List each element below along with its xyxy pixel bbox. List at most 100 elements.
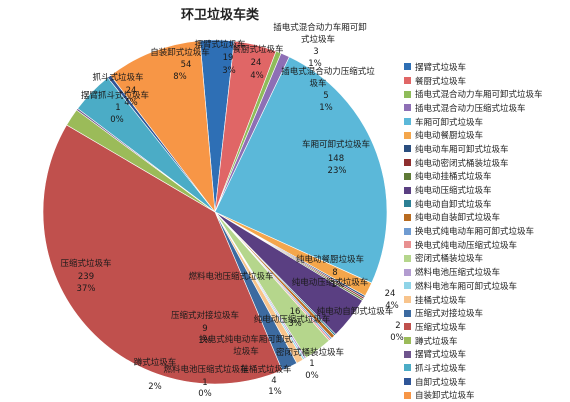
data-label-52: 1 <box>202 378 207 388</box>
legend-swatch <box>404 255 411 262</box>
data-label-37: 37% <box>77 284 96 294</box>
legend-label: 压缩式垃圾车 <box>415 321 466 333</box>
legend-label: 纯电动压缩式垃圾车 <box>415 184 492 196</box>
legend-label: 餐厨式垃圾车 <box>415 75 466 87</box>
legend-label: 插电式混合动力车厢可卸式垃圾车 <box>415 88 543 100</box>
data-label-17: 纯电动餐厨垃圾车 <box>296 254 364 265</box>
data-label-4: 24 <box>251 58 262 68</box>
legend-item-23: 自卸式垃圾车 <box>404 375 566 389</box>
legend-swatch <box>404 132 411 139</box>
legend-swatch <box>404 269 411 276</box>
data-label-14: 车厢可卸式垃圾车 <box>302 139 370 150</box>
data-label-21: 24 <box>385 289 396 299</box>
legend-swatch <box>404 351 411 358</box>
legend-item-20: 蹲式垃圾车 <box>404 334 566 348</box>
legend-swatch <box>404 159 411 166</box>
data-label-35: 压缩式垃圾车 <box>60 258 111 269</box>
data-label-2: 3% <box>222 66 236 76</box>
legend-label: 挂桶式垃圾车 <box>415 294 466 306</box>
data-label-20: 纯电动压缩式垃圾车 <box>292 277 369 288</box>
legend-swatch <box>404 145 411 152</box>
data-label-46: 3% <box>288 319 302 329</box>
data-label-53: 0% <box>198 389 212 399</box>
data-label-54: 蹲式垃圾车 <box>134 357 177 368</box>
data-label-38: 燃料电池压缩式垃圾车 <box>188 271 273 282</box>
data-label-34: 0% <box>110 115 124 125</box>
data-label-26: 自装卸式垃圾车 <box>150 47 210 58</box>
legend-item-5: 纯电动餐厨垃圾车 <box>404 128 566 142</box>
legend-label: 换电式纯电动压缩式垃圾车 <box>415 239 517 251</box>
legend-item-9: 纯电动压缩式垃圾车 <box>404 183 566 197</box>
legend-swatch <box>404 337 411 344</box>
legend-swatch <box>404 392 411 399</box>
data-label-24: 2 <box>395 321 400 331</box>
legend-swatch <box>404 323 411 330</box>
data-label-36: 239 <box>78 272 94 282</box>
data-label-56: 1 <box>309 359 314 369</box>
data-label-6: 插电式混合动力车厢可卸 <box>273 22 367 33</box>
legend-label: 抓斗式垃圾车 <box>415 362 466 374</box>
legend-label: 摆臂式垃圾车 <box>415 61 466 73</box>
data-label-16: 23% <box>328 166 347 176</box>
data-label-29: 抓斗式垃圾车 <box>92 72 143 83</box>
legend-item-4: 车厢可卸式垃圾车 <box>404 115 566 129</box>
data-label-42: 换电式纯电动车厢可卸式 <box>199 334 293 345</box>
legend-swatch <box>404 282 411 289</box>
legend-item-13: 换电式纯电动压缩式垃圾车 <box>404 238 566 252</box>
legend-label: 密闭式桶装垃圾车 <box>415 252 483 264</box>
data-label-13: 1% <box>319 103 333 113</box>
legend-label: 蹲式垃圾车 <box>415 335 458 347</box>
legend-label: 自卸式垃圾车 <box>415 376 466 388</box>
legend-swatch <box>404 200 411 207</box>
legend-label: 纯电动餐厨垃圾车 <box>415 129 483 141</box>
legend-label: 纯电动密闭式桶装垃圾车 <box>415 157 509 169</box>
data-label-5: 4% <box>250 71 264 81</box>
legend-label: 纯电动车厢可卸式垃圾车 <box>415 143 509 155</box>
legend-swatch <box>404 228 411 235</box>
legend-swatch <box>404 77 411 84</box>
data-label-15: 148 <box>328 154 344 164</box>
data-label-12: 5 <box>323 91 328 101</box>
legend-swatch <box>404 63 411 70</box>
legend-swatch <box>404 378 411 385</box>
legend-swatch <box>404 310 411 317</box>
legend-item-8: 纯电动挂桶式垃圾车 <box>404 170 566 184</box>
legend-item-21: 摆臂式垃圾车 <box>404 347 566 361</box>
legend-swatch <box>404 364 411 371</box>
data-label-49: 4 <box>271 376 276 386</box>
legend-item-10: 纯电动自卸式垃圾车 <box>404 197 566 211</box>
data-label-11: 圾车 <box>309 78 326 89</box>
legend-item-14: 密闭式桶装垃圾车 <box>404 252 566 266</box>
legend-label: 纯电动自卸式垃圾车 <box>415 198 492 210</box>
legend-label: 摆臂式垃圾车 <box>415 348 466 360</box>
legend-label: 纯电动自装卸式垃圾车 <box>415 211 500 223</box>
data-label-39: 压缩式对接垃圾车 <box>171 310 239 321</box>
legend-label: 车厢可卸式垃圾车 <box>415 116 483 128</box>
legend-item-7: 纯电动密闭式桶装垃圾车 <box>404 156 566 170</box>
legend-label: 换电式纯电动车厢可卸式垃圾车 <box>415 225 534 237</box>
legend-item-17: 挂桶式垃圾车 <box>404 293 566 307</box>
legend-swatch <box>404 187 411 194</box>
legend-item-12: 换电式纯电动车厢可卸式垃圾车 <box>404 224 566 238</box>
data-label-57: 0% <box>305 371 319 381</box>
data-label-18: 8 <box>332 268 337 278</box>
legend-label: 插电式混合动力压缩式垃圾车 <box>415 102 526 114</box>
data-label-45: 16 <box>290 307 301 317</box>
data-label-32: 摆臂抓斗式垃圾车 <box>81 90 149 101</box>
data-label-40: 9 <box>202 324 207 334</box>
data-label-33: 1 <box>115 103 120 113</box>
data-label-47: 密闭式桶装垃圾车 <box>276 347 344 358</box>
data-label-7: 式垃圾车 <box>301 34 335 45</box>
legend-item-18: 压缩式对接垃圾车 <box>404 306 566 320</box>
legend-item-2: 插电式混合动力车厢可卸式垃圾车 <box>404 87 566 101</box>
legend-swatch <box>404 241 411 248</box>
legend-label: 纯电动挂桶式垃圾车 <box>415 170 492 182</box>
legend-item-11: 纯电动自装卸式垃圾车 <box>404 211 566 225</box>
legend-item-1: 餐厨式垃圾车 <box>404 74 566 88</box>
data-label-3: 餐厨式垃圾车 <box>232 44 283 55</box>
legend-item-15: 燃料电池压缩式垃圾车 <box>404 265 566 279</box>
chart-legend: 摆臂式垃圾车餐厨式垃圾车插电式混合动力车厢可卸式垃圾车插电式混合动力压缩式垃圾车… <box>404 60 566 402</box>
legend-item-22: 抓斗式垃圾车 <box>404 361 566 375</box>
legend-label: 燃料电池压缩式垃圾车 <box>415 266 500 278</box>
